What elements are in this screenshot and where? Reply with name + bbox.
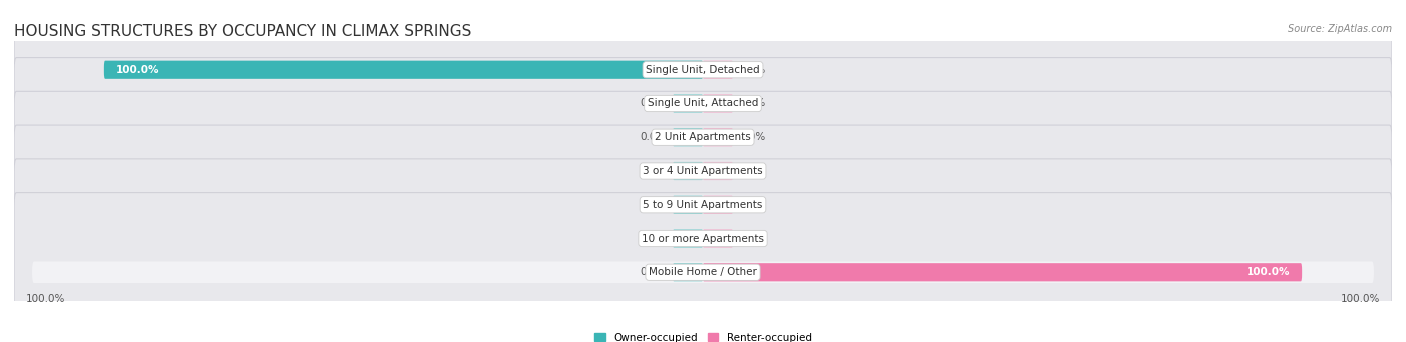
Text: 5 to 9 Unit Apartments: 5 to 9 Unit Apartments (644, 200, 762, 210)
Text: 0.0%: 0.0% (641, 98, 666, 108)
FancyBboxPatch shape (32, 93, 1374, 114)
FancyBboxPatch shape (673, 94, 703, 113)
FancyBboxPatch shape (703, 263, 1302, 281)
FancyBboxPatch shape (32, 127, 1374, 148)
FancyBboxPatch shape (703, 94, 733, 113)
Text: 0.0%: 0.0% (641, 267, 666, 277)
Text: 0.0%: 0.0% (641, 234, 666, 244)
FancyBboxPatch shape (14, 125, 1392, 285)
Text: 0.0%: 0.0% (641, 132, 666, 142)
Text: 100.0%: 100.0% (27, 293, 66, 304)
FancyBboxPatch shape (673, 196, 703, 214)
Text: 0.0%: 0.0% (740, 98, 765, 108)
FancyBboxPatch shape (14, 91, 1392, 251)
Text: Single Unit, Attached: Single Unit, Attached (648, 98, 758, 108)
FancyBboxPatch shape (673, 128, 703, 146)
Text: Mobile Home / Other: Mobile Home / Other (650, 267, 756, 277)
Text: 0.0%: 0.0% (740, 166, 765, 176)
FancyBboxPatch shape (14, 193, 1392, 342)
FancyBboxPatch shape (32, 160, 1374, 182)
Text: 0.0%: 0.0% (740, 200, 765, 210)
FancyBboxPatch shape (703, 162, 733, 180)
FancyBboxPatch shape (14, 0, 1392, 149)
FancyBboxPatch shape (703, 128, 733, 146)
FancyBboxPatch shape (673, 162, 703, 180)
Text: 0.0%: 0.0% (641, 200, 666, 210)
FancyBboxPatch shape (14, 24, 1392, 183)
Legend: Owner-occupied, Renter-occupied: Owner-occupied, Renter-occupied (595, 332, 811, 342)
FancyBboxPatch shape (32, 59, 1374, 80)
FancyBboxPatch shape (703, 61, 733, 79)
FancyBboxPatch shape (673, 263, 703, 281)
Text: 100.0%: 100.0% (115, 65, 159, 75)
Text: Single Unit, Detached: Single Unit, Detached (647, 65, 759, 75)
FancyBboxPatch shape (104, 61, 703, 79)
Text: 0.0%: 0.0% (740, 132, 765, 142)
Text: HOUSING STRUCTURES BY OCCUPANCY IN CLIMAX SPRINGS: HOUSING STRUCTURES BY OCCUPANCY IN CLIMA… (14, 24, 471, 39)
FancyBboxPatch shape (32, 194, 1374, 215)
Text: 100.0%: 100.0% (1247, 267, 1291, 277)
Text: 2 Unit Apartments: 2 Unit Apartments (655, 132, 751, 142)
FancyBboxPatch shape (703, 229, 733, 248)
Text: 10 or more Apartments: 10 or more Apartments (643, 234, 763, 244)
Text: Source: ZipAtlas.com: Source: ZipAtlas.com (1288, 24, 1392, 34)
Text: 0.0%: 0.0% (740, 234, 765, 244)
FancyBboxPatch shape (32, 262, 1374, 283)
Text: 100.0%: 100.0% (1340, 293, 1379, 304)
FancyBboxPatch shape (14, 159, 1392, 318)
Text: 3 or 4 Unit Apartments: 3 or 4 Unit Apartments (643, 166, 763, 176)
Text: 0.0%: 0.0% (641, 166, 666, 176)
FancyBboxPatch shape (673, 229, 703, 248)
FancyBboxPatch shape (703, 196, 733, 214)
FancyBboxPatch shape (32, 228, 1374, 249)
Text: 0.0%: 0.0% (740, 65, 765, 75)
FancyBboxPatch shape (14, 57, 1392, 217)
